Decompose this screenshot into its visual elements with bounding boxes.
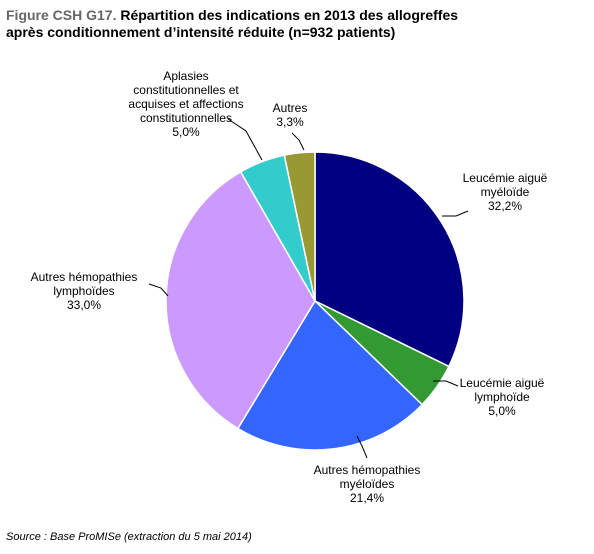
slice-label-6: Autres 3,3% <box>273 101 308 129</box>
leader-line-5 <box>227 118 263 161</box>
slice-label-1: Leucémie aiguë myéloïde 32,2% <box>463 171 548 213</box>
slice-label-line: lymphoïdes <box>53 284 114 298</box>
slice-labels: Leucémie aiguë myéloïde 32,2%Leucémie aigu… <box>31 69 548 505</box>
leader-line-3 <box>356 435 368 459</box>
slice-label-2: Leucémie aiguë lymphoïde 5,0% <box>460 376 545 418</box>
slice-label-line: myéloïdes <box>340 477 395 491</box>
slice-label-line: Aplasies <box>163 69 208 83</box>
slice-value-4: 33,0% <box>67 298 101 312</box>
leader-line-2 <box>433 380 459 387</box>
pie-slice-3 <box>237 300 423 451</box>
slice-label-line: Autres hémopathies <box>31 270 138 284</box>
chart-title: Figure CSH G17. Répartition des indicati… <box>6 7 586 41</box>
leader-lines <box>148 118 469 459</box>
slice-value-2: 5,0% <box>488 404 516 418</box>
pie-slices <box>165 151 465 451</box>
slice-value-5: 5,0% <box>172 125 200 139</box>
title-line-2: après conditionnement d’intensité réduit… <box>6 24 396 40</box>
pie-slice-4 <box>165 171 316 430</box>
slice-value-6: 3,3% <box>276 115 304 129</box>
slice-label-line: acquises et affections <box>128 97 243 111</box>
figure-number: Figure CSH G17. <box>6 7 117 23</box>
slice-value-3: 21,4% <box>350 491 384 505</box>
pie-slice-6 <box>283 151 316 302</box>
slice-label-line: constitutionnelles et <box>133 83 239 97</box>
source-note: Source : Base ProMISe (extraction du 5 m… <box>6 531 252 543</box>
slice-label-line: Leucémie aiguë <box>460 376 545 390</box>
leader-line-6 <box>291 132 305 151</box>
slice-label-5: Aplasies constitutionnelles et acquises et… <box>128 69 243 139</box>
slice-label-line: Leucémie aiguë <box>463 171 548 185</box>
slice-label-4: Autres hémopathies lymphoïdes 33,0% <box>31 270 138 312</box>
leader-line-4 <box>148 283 169 297</box>
slice-label-line: Autres hémopathies <box>314 463 421 477</box>
slice-value-1: 32,2% <box>488 199 522 213</box>
slice-label-line: lymphoïde <box>474 390 530 404</box>
slice-label-line: Autres <box>273 101 308 115</box>
title-line-1: Répartition des indications en 2013 des … <box>116 7 459 23</box>
pie-slice-1 <box>314 151 465 368</box>
leader-line-1 <box>442 210 469 217</box>
slice-label-line: constitutionnelles <box>140 111 232 125</box>
slice-label-3: Autres hémopathies myéloïdes 21,4% <box>314 463 421 505</box>
slice-label-line: myéloïde <box>481 185 530 199</box>
